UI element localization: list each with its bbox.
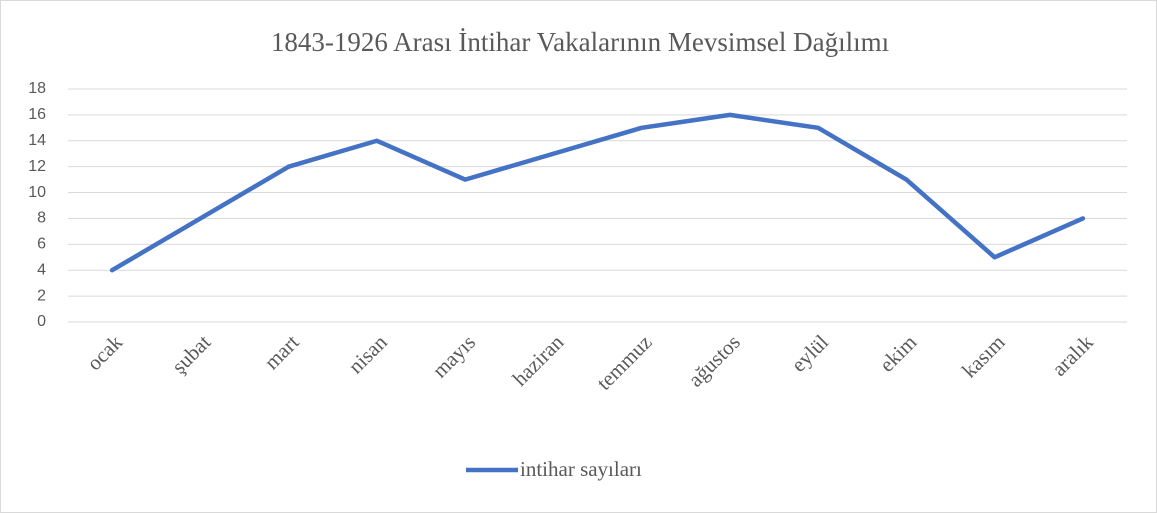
legend-label: intihar sayıları <box>520 457 642 481</box>
y-tick-label: 8 <box>37 210 46 227</box>
y-tick-label: 12 <box>28 158 46 175</box>
y-tick-label: 14 <box>28 132 46 149</box>
y-tick-label: 2 <box>37 287 46 304</box>
y-tick-label: 10 <box>28 184 46 201</box>
y-tick-label: 18 <box>28 80 46 97</box>
chart-title: 1843-1926 Arası İntihar Vakalarının Mevs… <box>271 27 889 57</box>
y-tick-label: 6 <box>37 236 46 253</box>
y-tick-label: 16 <box>28 106 46 123</box>
y-tick-label: 0 <box>37 313 46 330</box>
data-line <box>109 112 1086 273</box>
y-tick-label: 4 <box>37 261 46 278</box>
